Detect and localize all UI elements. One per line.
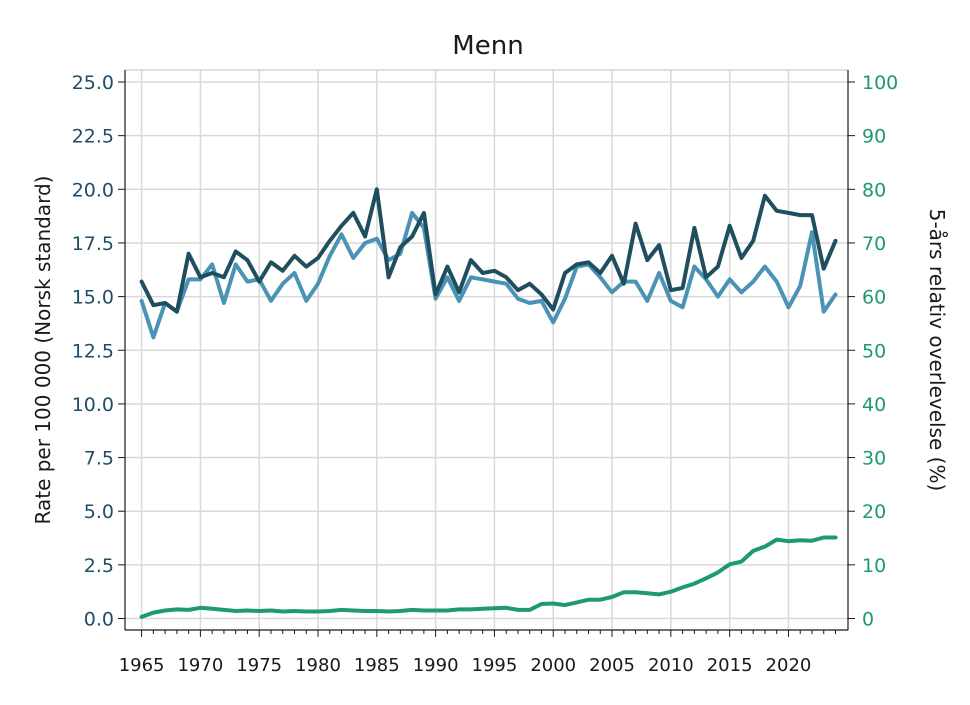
x-tick-label: 2005 <box>589 655 635 676</box>
grid-lines <box>125 70 848 630</box>
x-tick-label: 1995 <box>472 655 518 676</box>
y2-tick-label: 30 <box>862 448 886 470</box>
x-tick-label: 1980 <box>295 655 341 676</box>
y-tick-label: 22.5 <box>72 126 114 148</box>
y-tick-label: 12.5 <box>72 340 114 362</box>
series-line-1 <box>139 187 838 314</box>
y2-tick-label: 20 <box>862 501 886 523</box>
x-tick-label: 1975 <box>236 655 282 676</box>
y-tick-label: 15.0 <box>72 287 114 309</box>
y-tick-label: 0.0 <box>84 609 114 631</box>
y2-tick-label: 100 <box>862 72 898 94</box>
x-tick-label: 2010 <box>648 655 694 676</box>
y-axis-label: Rate per 100 000 (Norsk standard) <box>31 176 55 525</box>
chart-title: Menn <box>452 31 523 61</box>
y2-tick-label: 10 <box>862 555 886 577</box>
y2-axis-label: 5-års relativ overlevelse (%) <box>925 209 949 492</box>
y2-tick-label: 90 <box>862 126 886 148</box>
x-tick-label: 2000 <box>530 655 576 676</box>
y-tick-label: 7.5 <box>84 448 114 470</box>
y-tick-label: 17.5 <box>72 233 114 255</box>
x-tick-label: 1970 <box>177 655 223 676</box>
series-lines <box>139 187 838 619</box>
y-tick-label: 2.5 <box>84 555 114 577</box>
y2-tick-label: 60 <box>862 287 886 309</box>
y-tick-label: 10.0 <box>72 394 114 416</box>
y-tick-label: 5.0 <box>84 501 114 523</box>
y2-tick-label: 50 <box>862 340 886 362</box>
y2-tick-label: 80 <box>862 179 886 201</box>
y-tick-label: 25.0 <box>72 72 114 94</box>
series-line-3 <box>139 535 838 619</box>
x-tick-label: 2015 <box>707 655 753 676</box>
y2-tick-label: 70 <box>862 233 886 255</box>
axes: 0.0 2.5 5.0 7.5 10.0 12.5 15.0 17.5 20.0 22.5 25.0… <box>72 70 898 676</box>
x-tick-label: 1985 <box>354 655 400 676</box>
y-tick-label: 20.0 <box>72 179 114 201</box>
x-tick-label: 1990 <box>413 655 459 676</box>
y2-tick-label: 40 <box>862 394 886 416</box>
x-tick-label: 1965 <box>119 655 165 676</box>
x-tick-label: 2020 <box>766 655 812 676</box>
y2-tick-label: 0 <box>862 609 874 631</box>
